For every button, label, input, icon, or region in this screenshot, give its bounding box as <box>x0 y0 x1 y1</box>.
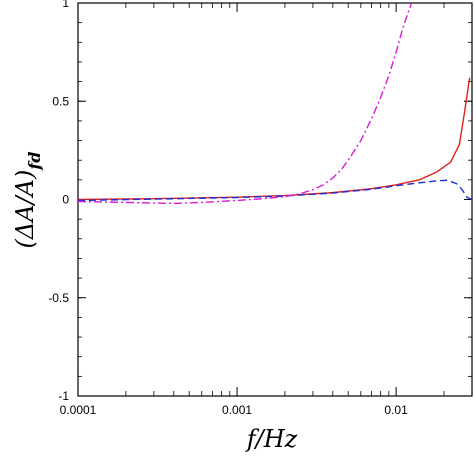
y-tick-label: 0.5 <box>52 94 69 108</box>
tick-labels: 1 0.5 0 -0.5 -10.0001 0.001 0.01 <box>48 0 408 417</box>
series-line-1 <box>78 77 471 201</box>
series-line-2 <box>78 179 472 202</box>
ticks <box>77 2 473 397</box>
x-tick-label: 0.0001 <box>60 403 97 417</box>
series-line-3 <box>78 3 413 205</box>
series-group <box>78 3 472 205</box>
svg-text:(ΔA/A)fd: (ΔA/A)fd <box>11 152 44 249</box>
x-tick-label: 0.001 <box>222 403 252 417</box>
x-axis-label: f/Hz <box>245 425 298 453</box>
y-tick-label: -0.5 <box>48 291 69 305</box>
x-tick-label: 0.01 <box>384 403 408 417</box>
y-tick-label: 0 <box>62 193 69 207</box>
y-axis-label-subscript: fd <box>25 152 44 171</box>
y-tick-label: -1 <box>58 389 69 403</box>
y-axis-label: (ΔA/A)fd <box>11 152 44 249</box>
y-tick-label: 1 <box>62 0 69 10</box>
y-axis-label-main: (ΔA/A) <box>11 170 39 249</box>
